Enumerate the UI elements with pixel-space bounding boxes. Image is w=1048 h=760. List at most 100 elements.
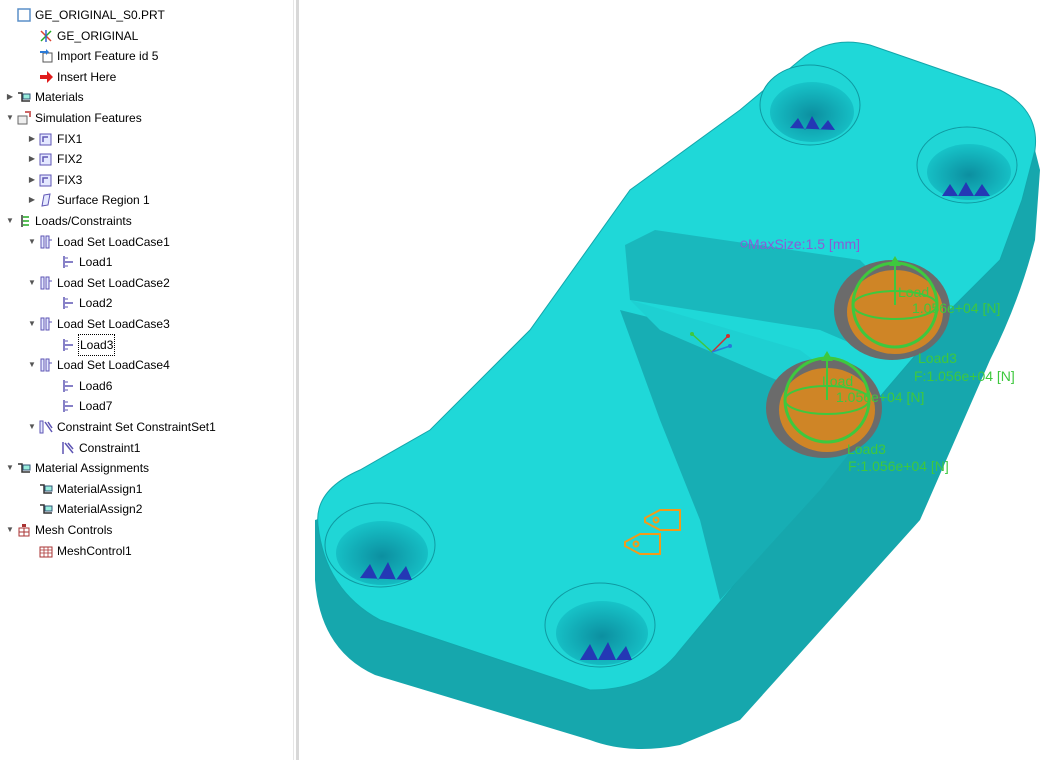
collapse-arrow-icon[interactable]: ▼ [28, 360, 36, 370]
part-rib [630, 300, 840, 390]
tree-item[interactable]: ▼ Simulation Features [4, 108, 143, 128]
material-assign-icon [38, 501, 54, 517]
tree-item-label: Insert Here [57, 69, 117, 84]
load-icon [60, 254, 76, 270]
tree-item-label: MeshControl1 [57, 543, 132, 558]
tree-item[interactable]: Load2 [48, 293, 113, 313]
load-icon [60, 337, 76, 353]
tree-item[interactable]: GE_ORIGINAL [26, 26, 139, 46]
tree-spacer [26, 26, 38, 46]
simulation-feature-icon [38, 131, 54, 147]
collapse-arrow-icon[interactable]: ▼ [6, 216, 14, 225]
tree-item[interactable]: ▶ Materials [4, 87, 85, 107]
tree-item-label: Load Set LoadCase3 [57, 317, 170, 331]
material-assignment-tag-icon[interactable] [624, 509, 681, 555]
load-icon [60, 378, 76, 394]
tree-item-label: Load6 [79, 378, 113, 393]
loads-constraints-icon [16, 213, 32, 229]
tree-item-label: Constraint Set ConstraintSet1 [57, 420, 216, 434]
load-boss-lower[interactable] [766, 351, 882, 458]
insert-here-arrow-icon [38, 69, 54, 85]
hole-top-left [759, 64, 861, 146]
load-upper-back-name: Load [898, 284, 929, 300]
tree-item-label: Load1 [79, 255, 113, 270]
graphics-viewport[interactable]: MaxSize:1.5 [mm] Load 1.056e+04 [N] Load… [300, 0, 1048, 760]
tree-item[interactable]: ▶ FIX2 [26, 149, 83, 169]
collapse-arrow-icon[interactable]: ▼ [6, 525, 14, 534]
tree-item-label: Simulation Features [35, 111, 142, 125]
tree-item-label: Load2 [79, 296, 113, 311]
tree-item[interactable]: ▼ Load Set LoadCase3 [26, 314, 171, 334]
tree-item-label: MaterialAssign2 [57, 502, 143, 517]
tree-item-label: FIX2 [57, 152, 83, 167]
panel-splitter[interactable] [293, 0, 301, 760]
expand-arrow-icon[interactable]: ▶ [28, 195, 36, 205]
expand-arrow-icon[interactable]: ▶ [6, 92, 14, 102]
tree-item[interactable]: ▼ Constraint Set ConstraintSet1 [26, 417, 217, 437]
tree-item[interactable]: ▼ Load Set LoadCase4 [26, 355, 171, 375]
tree-item-label: Materials [35, 90, 84, 105]
model-tree: GE_ORIGINAL_S0.PRT GE_ORIGINAL Import Feat… [0, 0, 293, 760]
tree-item-label: Mesh Controls [35, 523, 113, 537]
simulation-feature-icon [38, 151, 54, 167]
expand-arrow-icon[interactable]: ▶ [28, 154, 36, 164]
tree-spacer [26, 46, 38, 66]
tree-item-label: Constraint1 [79, 440, 141, 455]
tree-item[interactable]: Load1 [48, 252, 113, 272]
load-boss-upper[interactable] [834, 256, 950, 360]
tree-item-label: MaterialAssign1 [57, 481, 143, 496]
load-set-icon [38, 234, 54, 250]
tree-item[interactable]: ▼ Load Set LoadCase2 [26, 273, 171, 293]
tree-item[interactable]: ▼ Material Assignments [4, 458, 150, 478]
tree-item[interactable]: MaterialAssign1 [26, 479, 143, 499]
collapse-arrow-icon[interactable]: ▼ [6, 113, 14, 122]
simulation-feature-icon [38, 172, 54, 188]
load-lower-force: F:1.056e+04 [N] [848, 458, 949, 474]
splitter-grip[interactable] [296, 0, 299, 760]
collapse-arrow-icon[interactable]: ▼ [28, 422, 36, 431]
load-lower-back-force: 1.056e+04 [N] [836, 389, 924, 405]
coordinate-triad-icon [690, 332, 732, 353]
tree-spacer [48, 438, 60, 458]
tree-item[interactable]: ▼ Mesh Controls [4, 520, 113, 540]
tree-item-label: Loads/Constraints [35, 214, 132, 228]
tree-item[interactable]: Insert Here [26, 67, 117, 87]
tree-item[interactable]: ▶ FIX1 [26, 129, 83, 149]
tree-spacer [48, 396, 60, 416]
collapse-arrow-icon[interactable]: ▼ [28, 277, 36, 287]
collapse-arrow-icon[interactable]: ▼ [28, 319, 36, 328]
tree-spacer [26, 499, 38, 519]
tree-item[interactable]: Load6 [48, 376, 113, 396]
tree-item-label: FIX1 [57, 131, 83, 146]
tree-spacer [26, 479, 38, 499]
load-lower-name: Load3 [847, 441, 886, 457]
expand-arrow-icon[interactable]: ▶ [28, 174, 36, 184]
tree-item[interactable]: ▶ Surface Region 1 [26, 190, 151, 210]
hole-bottom-left [324, 502, 436, 588]
collapse-arrow-icon[interactable]: ▼ [28, 236, 36, 246]
tree-item[interactable]: ▶ FIX3 [26, 170, 83, 190]
tree-item[interactable]: Import Feature id 5 [26, 46, 159, 66]
max-size-label: MaxSize:1.5 [mm] [748, 236, 860, 252]
model-view[interactable]: MaxSize:1.5 [mm] Load 1.056e+04 [N] Load… [300, 0, 1048, 760]
load-upper-force: F:1.056e+04 [N] [914, 368, 1015, 384]
mesh-control-icon [38, 543, 54, 559]
expand-arrow-icon[interactable]: ▶ [28, 133, 36, 143]
tree-item-label: Load7 [79, 399, 113, 414]
load-icon [60, 398, 76, 414]
load-upper-back-force: 1.056e+04 [N] [912, 300, 1000, 316]
collapse-arrow-icon[interactable]: ▼ [6, 463, 14, 473]
tree-item[interactable]: GE_ORIGINAL_S0.PRT [4, 5, 166, 25]
hole-bottom-center [544, 582, 656, 668]
tree-item[interactable]: MaterialAssign2 [26, 499, 143, 519]
tree-item-label: Import Feature id 5 [57, 49, 159, 64]
tree-item[interactable]: Load7 [48, 396, 113, 416]
tree-item[interactable]: Load3 [48, 333, 116, 356]
simulation-features-icon [16, 110, 32, 126]
tree-item[interactable]: ▼ Loads/Constraints [4, 211, 133, 231]
tree-item[interactable]: MeshControl1 [26, 541, 133, 561]
tree-spacer [26, 67, 38, 87]
tree-item[interactable]: ▼ Load Set LoadCase1 [26, 232, 171, 252]
tree-item[interactable]: Constraint1 [48, 438, 141, 458]
part-icon [16, 7, 32, 23]
